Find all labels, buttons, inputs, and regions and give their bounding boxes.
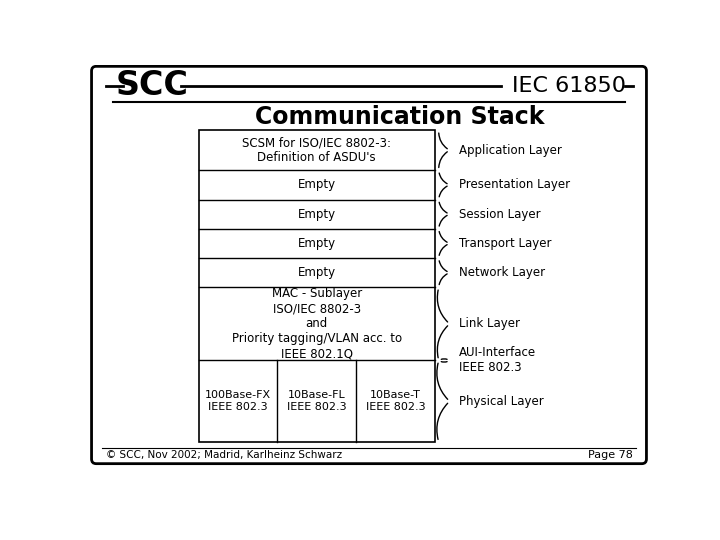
Text: Link Layer: Link Layer xyxy=(459,318,520,330)
Text: Empty: Empty xyxy=(297,178,336,191)
Text: Physical Layer: Physical Layer xyxy=(459,395,544,408)
Text: SCSM for ISO/IEC 8802-3:
Definition of ASDU's: SCSM for ISO/IEC 8802-3: Definition of A… xyxy=(242,136,391,164)
Text: MAC - Sublayer
ISO/IEC 8802-3
and
Priority tagging/VLAN acc. to
IEEE 802.1Q: MAC - Sublayer ISO/IEC 8802-3 and Priori… xyxy=(232,287,402,360)
Text: Session Layer: Session Layer xyxy=(459,208,541,221)
Text: 10Base-T
IEEE 802.3: 10Base-T IEEE 802.3 xyxy=(366,390,426,412)
Text: 100Base-FX
IEEE 802.3: 100Base-FX IEEE 802.3 xyxy=(204,390,271,412)
Text: Empty: Empty xyxy=(297,208,336,221)
Text: Application Layer: Application Layer xyxy=(459,144,562,157)
Text: © SCC, Nov 2002; Madrid, Karlheinz Schwarz: © SCC, Nov 2002; Madrid, Karlheinz Schwa… xyxy=(106,450,341,460)
Text: Page 78: Page 78 xyxy=(588,450,632,460)
Text: SCC: SCC xyxy=(115,69,189,102)
Text: AUI-Interface
IEEE 802.3: AUI-Interface IEEE 802.3 xyxy=(459,347,536,374)
Text: IEC 61850: IEC 61850 xyxy=(512,76,626,96)
Text: Transport Layer: Transport Layer xyxy=(459,237,552,250)
Text: Communication Stack: Communication Stack xyxy=(256,105,545,129)
Bar xyxy=(199,130,435,442)
FancyBboxPatch shape xyxy=(91,66,647,464)
Text: Network Layer: Network Layer xyxy=(459,266,545,279)
Text: Empty: Empty xyxy=(297,266,336,279)
Text: 10Base-FL
IEEE 802.3: 10Base-FL IEEE 802.3 xyxy=(287,390,346,412)
Text: Presentation Layer: Presentation Layer xyxy=(459,178,570,191)
Text: Empty: Empty xyxy=(297,237,336,250)
